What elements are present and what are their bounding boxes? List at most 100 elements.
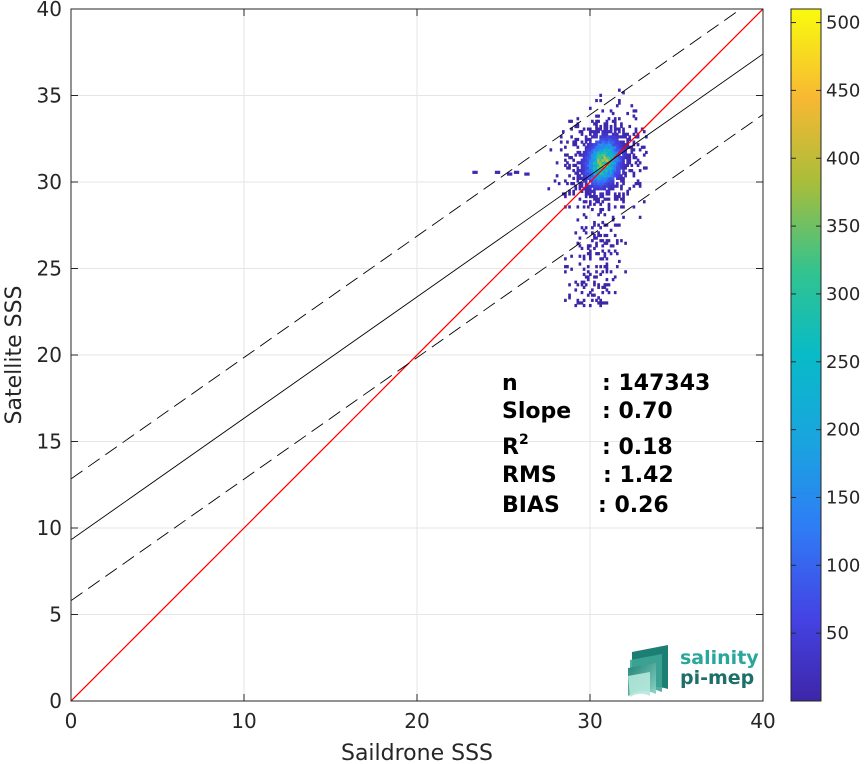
density-cell	[593, 145, 596, 149]
density-cell	[597, 197, 600, 201]
density-cell	[555, 174, 559, 178]
density-cell	[620, 187, 623, 191]
density-cell	[609, 166, 613, 170]
density-cell	[593, 187, 596, 191]
density-cell	[605, 192, 609, 196]
density-cell	[584, 231, 588, 235]
density-cell	[599, 135, 603, 139]
density-cell	[595, 197, 598, 201]
density-cell	[588, 137, 592, 142]
density-cell	[593, 150, 596, 155]
density-cell	[597, 119, 600, 123]
density-cell	[559, 148, 563, 152]
density-cell	[584, 187, 588, 191]
density-cell	[568, 119, 571, 123]
density-cell	[603, 158, 607, 162]
density-cell	[588, 184, 592, 188]
density-cell	[609, 182, 613, 186]
density-cell	[593, 161, 596, 165]
density-cell	[570, 254, 573, 258]
density-cell	[578, 153, 582, 157]
density-cell	[593, 197, 596, 201]
density-cell	[605, 184, 609, 188]
density-cell	[582, 166, 586, 170]
density-cell	[582, 169, 586, 173]
colorbar-tick-label-6: 350	[826, 216, 860, 237]
density-cell	[611, 132, 615, 136]
density-cell	[597, 130, 600, 134]
density-cell	[582, 150, 586, 155]
density-cell	[582, 153, 586, 157]
density-cell	[624, 153, 627, 157]
density-cell	[586, 189, 590, 193]
density-cell	[597, 153, 600, 157]
density-cell	[586, 158, 590, 162]
density-cell	[576, 218, 580, 222]
density-cell	[584, 137, 588, 142]
density-cell	[601, 239, 605, 243]
density-cell	[618, 88, 621, 92]
density-cell	[609, 179, 613, 183]
density-cell	[599, 163, 603, 168]
density-cell	[584, 275, 588, 279]
density-cell	[613, 233, 617, 238]
density-cell	[601, 174, 605, 178]
density-cell	[595, 241, 598, 245]
density-cell	[620, 176, 623, 181]
density-cell	[613, 197, 617, 201]
density-cell	[564, 158, 567, 162]
density-cell	[609, 163, 613, 168]
density-cell	[566, 161, 569, 165]
density-cell	[580, 130, 584, 134]
density-cell	[613, 249, 617, 253]
density-cell	[618, 158, 621, 162]
density-cell	[591, 288, 594, 292]
density-cell	[582, 228, 586, 232]
density-cell	[593, 223, 596, 227]
density-cell	[584, 192, 588, 196]
density-cell	[597, 213, 600, 217]
density-cell	[586, 150, 590, 155]
density-cell	[613, 127, 617, 131]
density-cell	[578, 254, 582, 258]
density-cell	[618, 166, 621, 170]
density-cell	[638, 184, 642, 188]
density-cell	[574, 171, 578, 175]
x-tick-label-0: 0	[65, 709, 78, 733]
density-cell	[601, 194, 605, 199]
density-cell	[578, 130, 582, 134]
density-cell	[584, 163, 588, 168]
density-cell	[595, 156, 598, 160]
density-cell	[578, 184, 582, 188]
density-cell	[576, 169, 580, 173]
density-cell	[588, 169, 592, 173]
density-cell	[576, 301, 580, 305]
density-cell	[607, 249, 611, 253]
density-cell	[591, 176, 594, 181]
colorbar-tick-label-8: 450	[826, 80, 860, 101]
density-cell	[599, 184, 603, 188]
colorbar-tick-label-2: 150	[826, 487, 860, 508]
density-cell	[580, 246, 584, 251]
density-cell	[601, 132, 605, 136]
density-cell	[628, 187, 632, 191]
y-tick-label-4: 20	[37, 343, 62, 367]
y-tick-label-5: 25	[37, 257, 62, 281]
density-cell	[582, 280, 586, 284]
density-cell	[559, 140, 563, 144]
density-cell	[588, 189, 592, 193]
density-cell	[615, 161, 619, 165]
density-cell	[591, 156, 594, 160]
density-cell	[578, 150, 582, 155]
density-cell	[605, 233, 609, 238]
density-cell	[586, 176, 590, 181]
density-cell	[584, 226, 588, 230]
density-cell	[613, 169, 617, 173]
density-cell	[632, 132, 636, 136]
density-cell	[591, 179, 594, 183]
density-cell	[615, 137, 619, 142]
density-cell	[580, 226, 584, 230]
density-cell	[622, 130, 625, 134]
